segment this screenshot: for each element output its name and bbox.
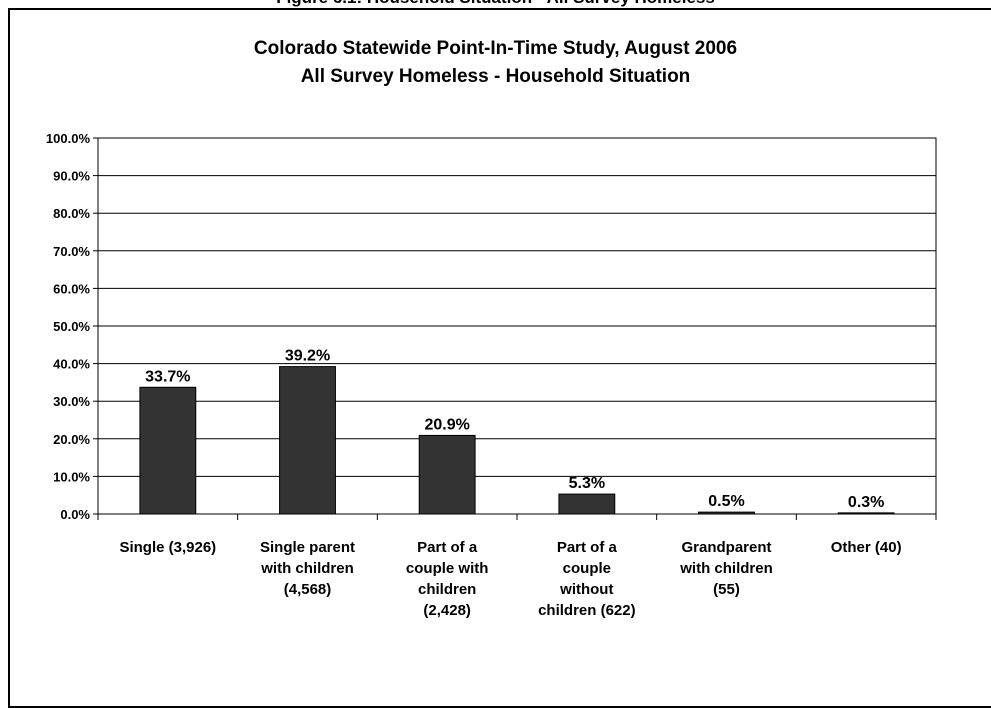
y-tick-label: 10.0% bbox=[53, 469, 90, 484]
data-label: 20.9% bbox=[424, 416, 469, 433]
category-label: couple with bbox=[406, 560, 489, 577]
bar bbox=[558, 493, 616, 515]
chart-frame bbox=[8, 8, 991, 708]
y-tick-label: 70.0% bbox=[53, 244, 90, 259]
bar bbox=[139, 386, 197, 515]
bar bbox=[418, 434, 476, 515]
category-label: Single parent bbox=[260, 539, 355, 556]
category-label: with children bbox=[679, 560, 773, 577]
y-tick-label: 50.0% bbox=[53, 319, 90, 334]
data-label: 5.3% bbox=[569, 475, 605, 492]
category-label: children bbox=[418, 581, 476, 598]
category-label: children (622) bbox=[538, 602, 636, 619]
bar bbox=[698, 511, 755, 515]
data-label: 0.5% bbox=[708, 493, 744, 510]
y-tick-label: 20.0% bbox=[53, 432, 90, 447]
y-tick-label: 30.0% bbox=[53, 394, 90, 409]
category-label: Part of a bbox=[417, 539, 478, 556]
y-tick-label: 60.0% bbox=[53, 281, 90, 296]
y-tick-label: 100.0% bbox=[46, 131, 91, 146]
y-tick-label: 40.0% bbox=[53, 357, 90, 372]
category-label: couple bbox=[563, 560, 611, 577]
data-label: 33.7% bbox=[145, 368, 190, 385]
chart-title: Colorado Statewide Point-In-Time Study, … bbox=[253, 38, 738, 59]
data-label: 0.3% bbox=[848, 494, 884, 511]
figure-caption: Figure 6.1: Household Situation - All Su… bbox=[0, 0, 991, 8]
category-label: (55) bbox=[713, 581, 740, 598]
category-label: without bbox=[559, 581, 613, 598]
category-label: with children bbox=[260, 560, 354, 577]
chart-subtitle: All Survey Homeless - Household Situatio… bbox=[300, 66, 691, 87]
y-tick-label: 0.0% bbox=[60, 507, 90, 522]
category-label: Single (3,926) bbox=[119, 539, 216, 556]
bar bbox=[279, 366, 336, 515]
category-label: Grandparent bbox=[681, 539, 771, 556]
y-tick-label: 90.0% bbox=[53, 169, 90, 184]
category-label: Other (40) bbox=[831, 539, 902, 556]
data-label: 39.2% bbox=[285, 348, 330, 365]
category-label: Part of a bbox=[557, 539, 618, 556]
category-label: (4,568) bbox=[284, 581, 332, 598]
category-label: (2,428) bbox=[423, 602, 471, 619]
y-tick-label: 80.0% bbox=[53, 206, 90, 221]
bar bbox=[837, 512, 895, 515]
bar-chart: 0.0% 10.0% 20.0% 30.0% 40.0% 50.0% 60.0% 70.0% 8… bbox=[46, 131, 937, 619]
